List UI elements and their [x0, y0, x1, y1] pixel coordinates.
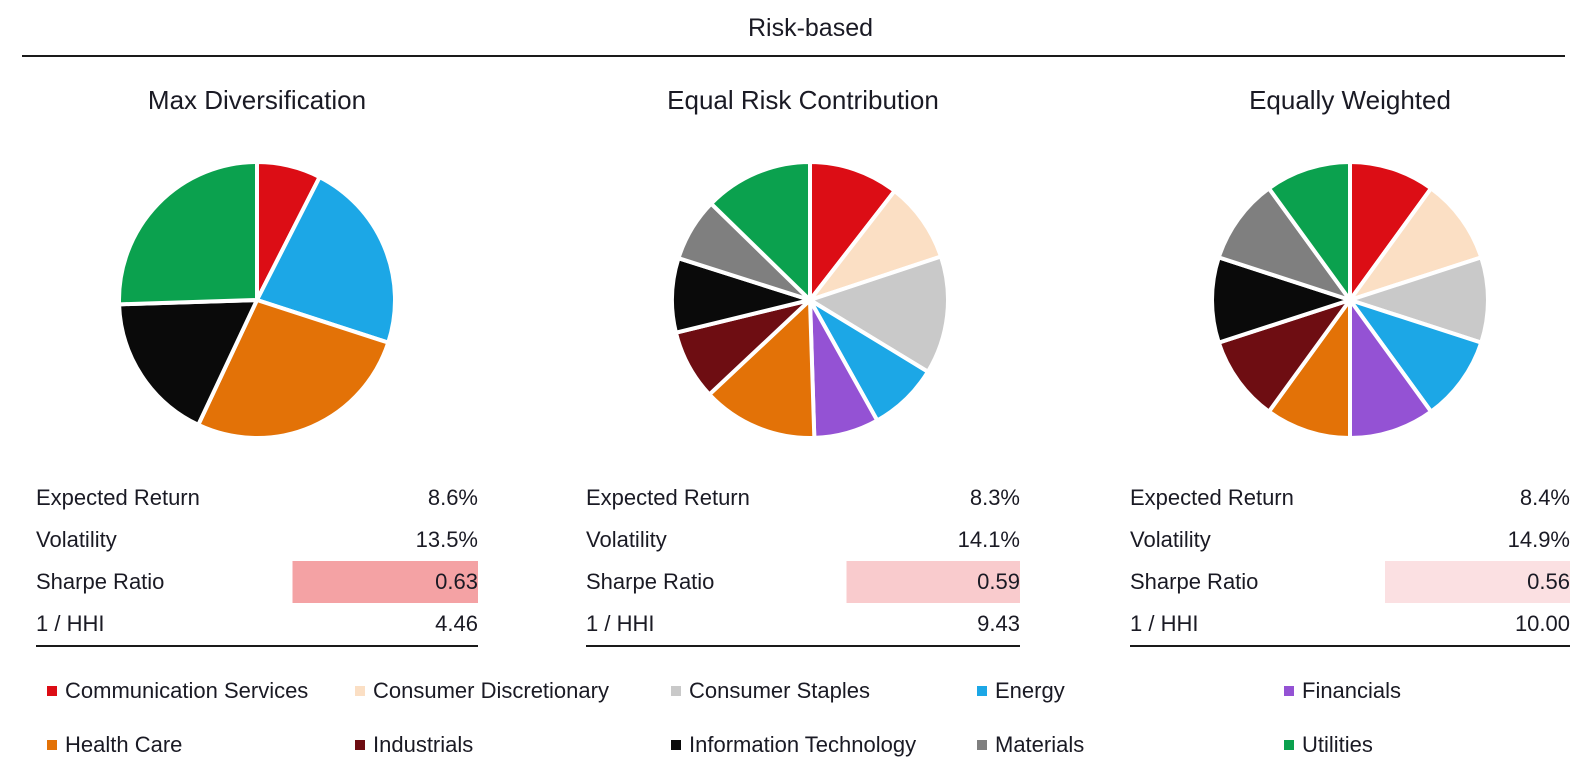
legend-item-industrials: Industrials — [355, 730, 473, 760]
stat-row-sharpe-ratio: Sharpe Ratio 0.56 — [1130, 561, 1570, 603]
pie-slice-utilities — [709, 160, 812, 302]
stat-row-expected-return: Expected Return 8.3% — [586, 477, 1020, 519]
stat-label: Sharpe Ratio — [36, 569, 165, 594]
legend-item-consumer-discretionary: Consumer Discretionary — [355, 676, 609, 706]
pie-chart-equally-weighted — [1205, 155, 1495, 445]
stat-row-volatility: Volatility 13.5% — [36, 519, 478, 561]
stat-row-expected-return: Expected Return 8.4% — [1130, 477, 1570, 519]
header-divider — [22, 55, 1565, 57]
stat-label: Volatility — [36, 527, 117, 552]
legend-swatch-consumer-staples — [671, 686, 681, 696]
stat-value: 8.4% — [1519, 485, 1570, 510]
stat-label: Expected Return — [36, 485, 200, 510]
panel-max-diversification: Max Diversification Expected Return 8.6%… — [36, 84, 478, 647]
legend-label: Communication Services — [65, 678, 309, 703]
stat-row-inverse-hhi: 1 / HHI 10.00 — [1130, 603, 1570, 645]
legend-item-health-care: Health Care — [47, 730, 182, 760]
legend-swatch-communication-services — [47, 686, 57, 696]
pie-slice-communication-services — [808, 160, 897, 302]
legend-swatch-information-technology — [671, 740, 681, 750]
legend-swatch-utilities — [1284, 740, 1294, 750]
panel-title-equal-risk-contribution: Equal Risk Contribution — [667, 85, 939, 115]
stat-label: Expected Return — [1130, 485, 1294, 510]
legend-label: Financials — [1302, 678, 1402, 703]
legend-item-utilities: Utilities — [1284, 730, 1373, 760]
legend-label: Materials — [995, 732, 1085, 757]
stat-label: Volatility — [1130, 527, 1211, 552]
legend-item-communication-services: Communication Services — [47, 676, 308, 706]
stats-table-max-diversification: Expected Return 8.6% Volatility 13.5% Sh… — [36, 477, 478, 647]
stat-value: 0.63 — [435, 569, 478, 594]
stat-value: 13.5% — [415, 527, 478, 552]
stat-row-expected-return: Expected Return 8.6% — [36, 477, 478, 519]
legend-swatch-financials — [1284, 686, 1294, 696]
stats-table-equally-weighted: Expected Return 8.4% Volatility 14.9% Sh… — [1130, 477, 1570, 647]
legend-swatch-industrials — [355, 740, 365, 750]
legend-item-information-technology: Information Technology — [671, 730, 916, 760]
panel-equally-weighted: Equally Weighted Expected Return 8.4% Vo… — [1130, 84, 1570, 647]
pie-svg-equally-weighted — [1210, 160, 1490, 440]
stat-row-sharpe-ratio: Sharpe Ratio 0.63 — [36, 561, 478, 603]
legend-label: Utilities — [1302, 732, 1373, 757]
stat-value: 0.56 — [1527, 569, 1570, 594]
stat-value: 8.6% — [427, 485, 478, 510]
stat-row-inverse-hhi: 1 / HHI 9.43 — [586, 603, 1020, 645]
legend-label: Consumer Staples — [689, 678, 870, 703]
page-title: Risk-based — [747, 14, 874, 42]
legend-swatch-energy — [977, 686, 987, 696]
stat-label: Volatility — [586, 527, 667, 552]
panel-title-max-diversification: Max Diversification — [147, 85, 367, 115]
stat-value: 10.00 — [1514, 611, 1570, 636]
stat-value: 8.3% — [969, 485, 1020, 510]
stat-row-volatility: Volatility 14.1% — [586, 519, 1020, 561]
stat-label: 1 / HHI — [36, 611, 105, 636]
stat-label: 1 / HHI — [586, 611, 655, 636]
legend-swatch-health-care — [47, 740, 57, 750]
stat-row-inverse-hhi: 1 / HHI 4.46 — [36, 603, 478, 645]
legend-label: Health Care — [65, 732, 183, 757]
panel-equal-risk-contribution: Equal Risk Contribution Expected Return … — [586, 84, 1020, 647]
pie-slice-consumer-staples — [808, 254, 950, 374]
legend-swatch-materials — [977, 740, 987, 750]
legend-label: Consumer Discretionary — [373, 678, 609, 703]
legend-label: Information Technology — [689, 732, 917, 757]
stat-value: 4.46 — [435, 611, 478, 636]
stat-row-sharpe-ratio: Sharpe Ratio 0.59 — [586, 561, 1020, 603]
legend-item-materials: Materials — [977, 730, 1084, 760]
pie-slice-utilities — [117, 160, 259, 307]
pie-slice-information-technology — [117, 298, 259, 427]
legend-label: Energy — [995, 678, 1065, 703]
legend-item-energy: Energy — [977, 676, 1065, 706]
pie-slice-energy — [255, 175, 397, 345]
legend-item-consumer-staples: Consumer Staples — [671, 676, 870, 706]
legend-item-financials: Financials — [1284, 676, 1401, 706]
stat-label: Sharpe Ratio — [586, 569, 715, 594]
legend-label: Industrials — [373, 732, 474, 757]
pie-slice-health-care — [707, 298, 817, 440]
stat-value: 14.1% — [957, 527, 1020, 552]
pie-svg-max-diversification — [117, 160, 397, 440]
stat-row-volatility: Volatility 14.9% — [1130, 519, 1570, 561]
stat-label: Sharpe Ratio — [1130, 569, 1259, 594]
pie-slice-utilities — [1266, 160, 1352, 302]
stat-value: 14.9% — [1507, 527, 1570, 552]
stat-value: 9.43 — [977, 611, 1020, 636]
pie-chart-max-diversification — [112, 155, 402, 445]
stats-table-equal-risk-contribution: Expected Return 8.3% Volatility 14.1% Sh… — [586, 477, 1020, 647]
pie-svg-equal-risk-contribution — [670, 160, 950, 440]
pie-slice-health-care — [196, 298, 391, 440]
legend-swatch-consumer-discretionary — [355, 686, 365, 696]
stat-label: 1 / HHI — [1130, 611, 1199, 636]
pie-chart-equal-risk-contribution — [665, 155, 955, 445]
panel-title-equally-weighted: Equally Weighted — [1249, 85, 1451, 115]
stat-value: 0.59 — [977, 569, 1020, 594]
stat-label: Expected Return — [586, 485, 750, 510]
